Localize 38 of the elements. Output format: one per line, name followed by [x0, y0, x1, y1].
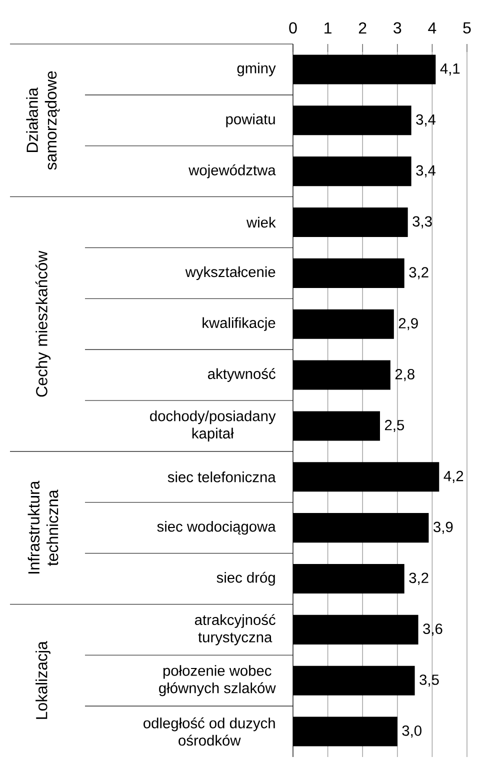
data-label: 3,9	[434, 522, 453, 534]
y-tick-label: wiek	[246, 216, 276, 228]
x-tick-label: 0	[289, 22, 297, 34]
y-tick-label: województwa	[188, 164, 276, 178]
x-tick-label: 4	[428, 22, 436, 34]
data-label: 3,2	[409, 267, 428, 280]
y-tick-label: odległość od duzych ośrodków	[144, 717, 275, 746]
data-label: 4,2	[444, 470, 464, 483]
data-label: 3,2	[409, 572, 428, 585]
data-label: 3,6	[423, 624, 442, 636]
y-tick-label: gminy	[237, 62, 276, 76]
y-tick-label: powiatu	[226, 114, 275, 128]
text: Działania samorządowe	[26, 71, 60, 170]
text: Cechy mieszkańców	[35, 250, 51, 397]
y-tick-label: połozenie wobec głównych szlaków	[159, 665, 276, 696]
y-tick-label: siec telefoniczna	[168, 472, 276, 482]
data-label: 4,1	[440, 64, 460, 76]
y-tick-label: kwalifikacje	[202, 317, 276, 331]
text: Lokalizacja	[36, 641, 50, 719]
y-tick-label: siec wodociągowa	[157, 520, 276, 535]
data-label: 3,3	[412, 216, 432, 228]
data-label: 3,4	[416, 165, 436, 178]
x-tick-label: 1	[324, 22, 332, 34]
data-label: 2,9	[398, 318, 418, 330]
data-label: 2,5	[384, 420, 404, 432]
data-label: 2,8	[395, 368, 414, 382]
x-tick-label: 3	[394, 22, 402, 34]
y-tick-label: dochody/posiadany kapitał	[150, 410, 276, 442]
y-tick-label: siec dróg	[216, 572, 275, 586]
y-tick-label: atrakcyjność turystyczna	[194, 614, 276, 646]
data-label: 3,0	[402, 725, 422, 738]
x-tick-label: 2	[358, 22, 366, 34]
y-tick-label: wykształcenie	[185, 266, 276, 280]
data-label: 3,5	[420, 674, 439, 687]
data-label: 3,4	[416, 114, 436, 126]
x-tick-label: 5	[463, 22, 471, 34]
text: Infrastruktura techniczna	[28, 480, 58, 574]
y-tick-label: aktywność	[208, 368, 276, 382]
